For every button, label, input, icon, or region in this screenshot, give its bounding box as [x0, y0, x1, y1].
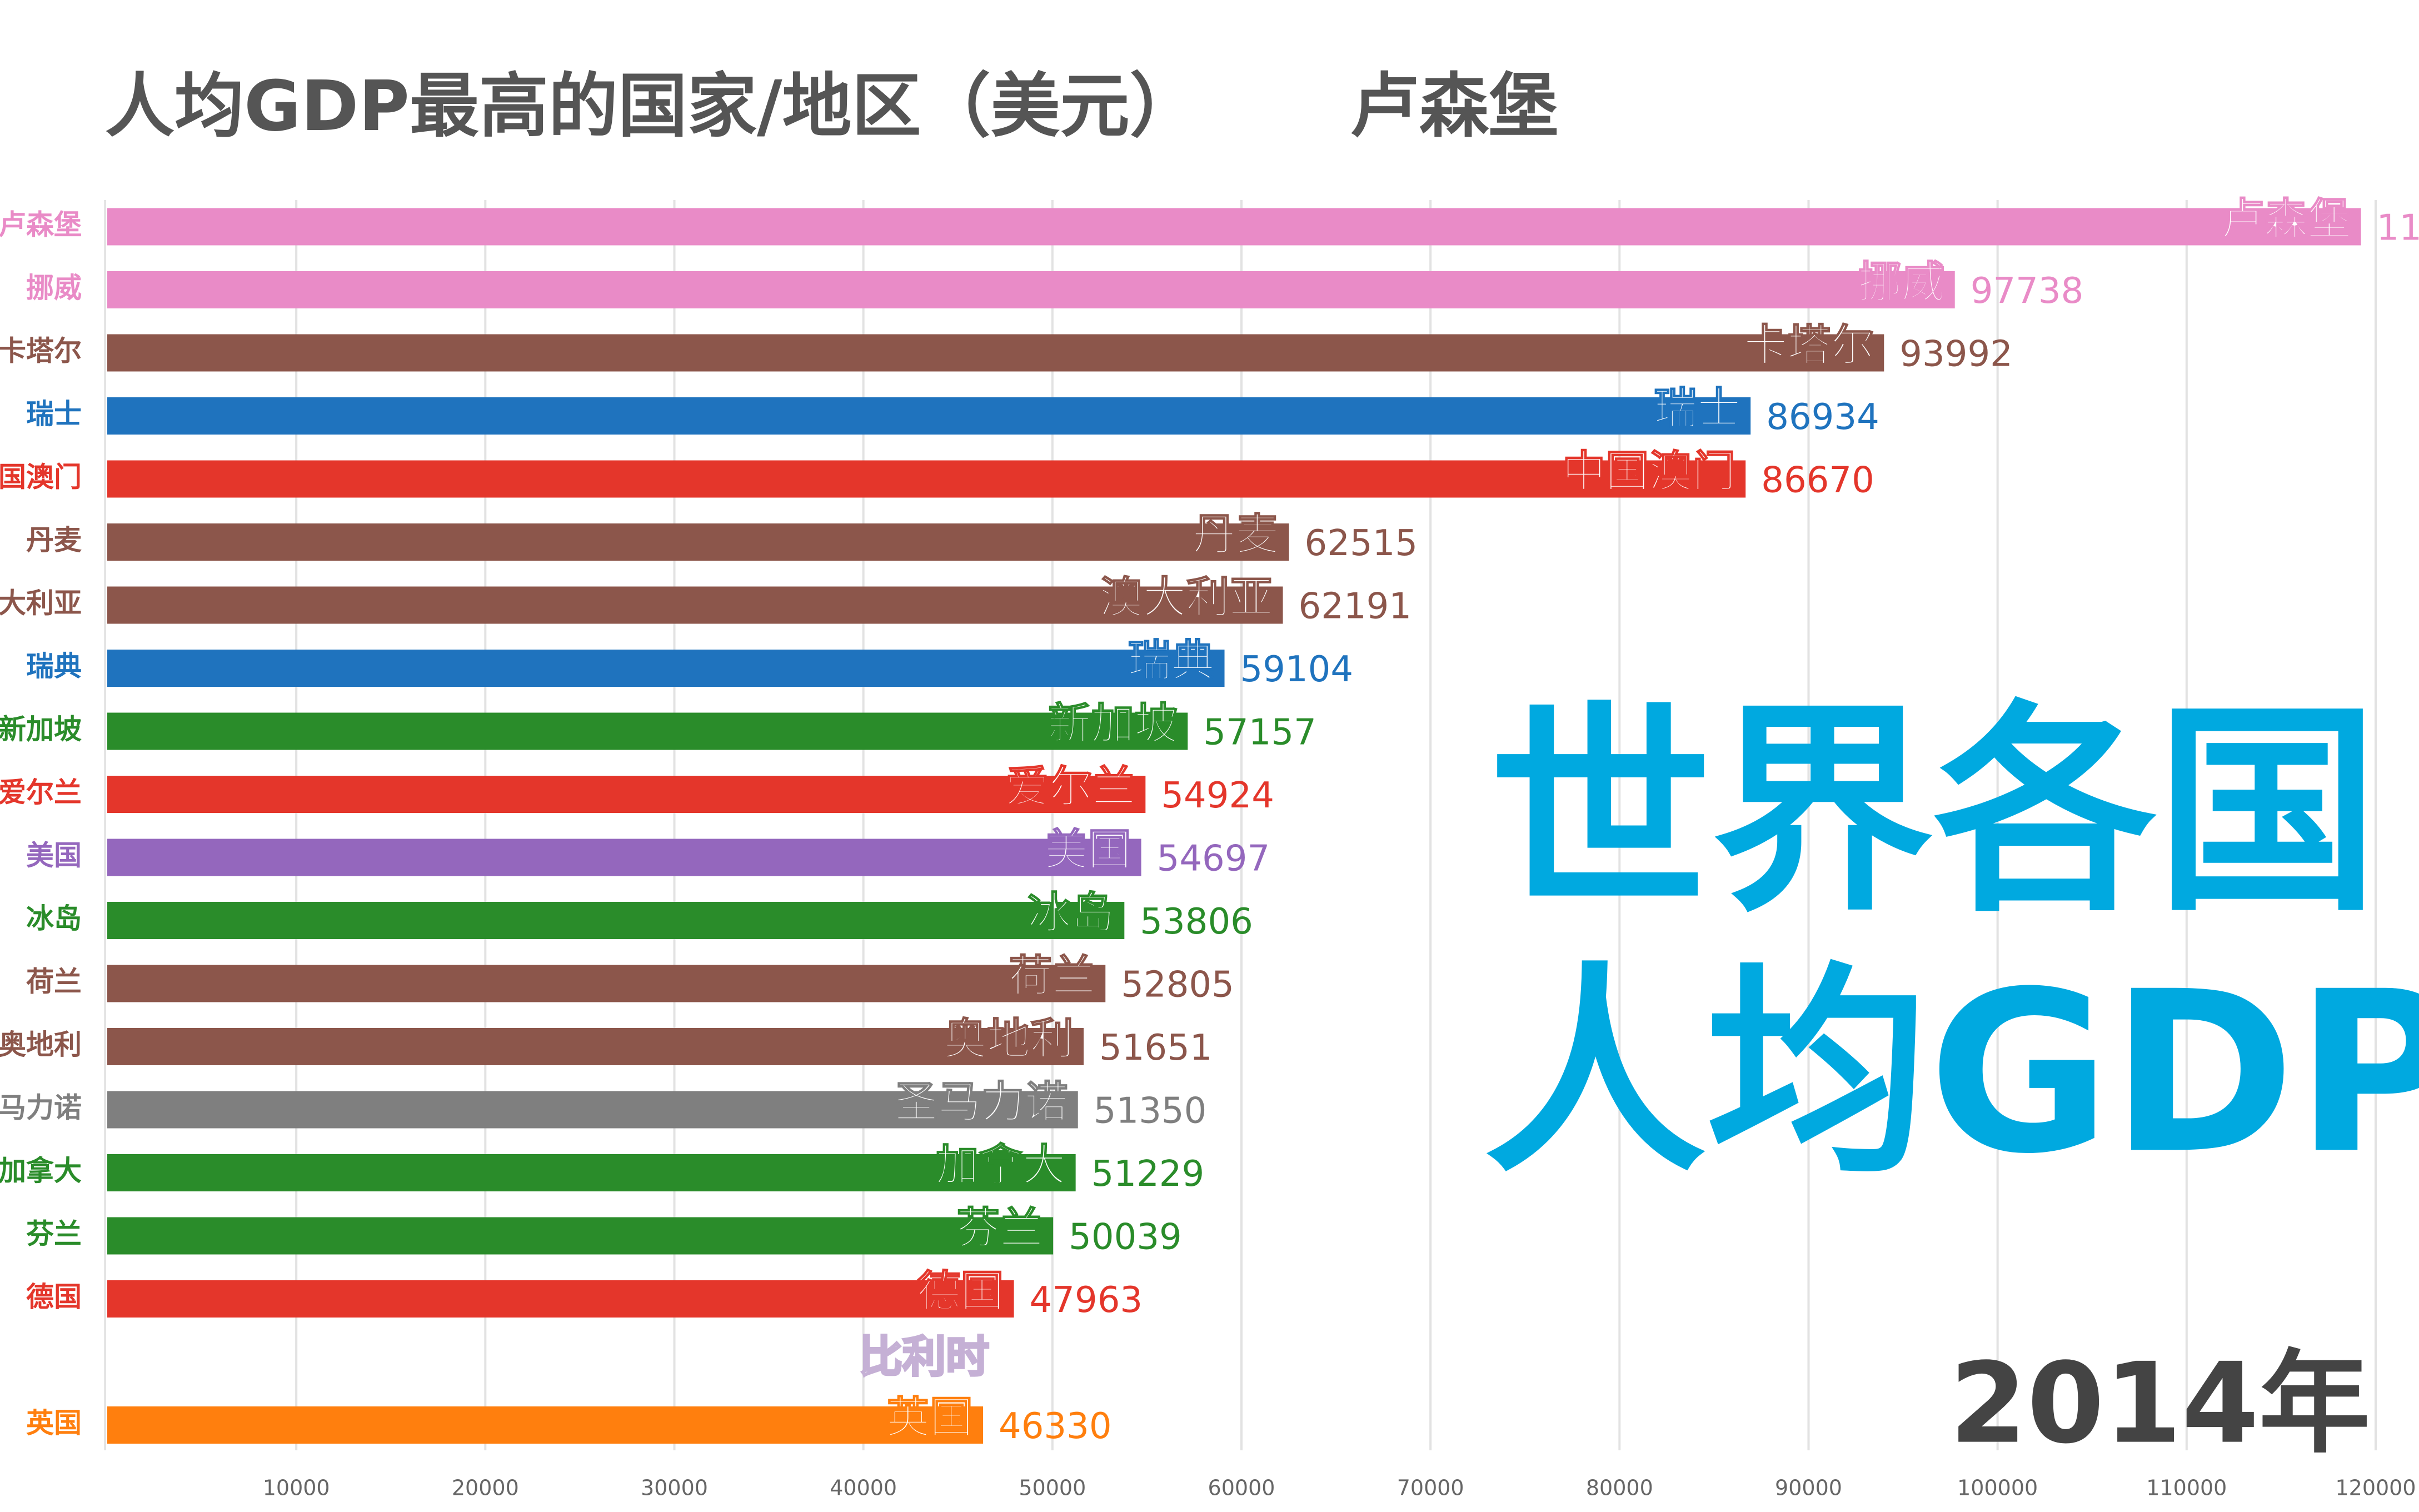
y-tick-label: 芬兰	[26, 1218, 82, 1250]
bar-name: 比利时	[859, 1332, 989, 1382]
y-tick-label: 卢森堡	[0, 209, 82, 241]
value-label: 57157	[1203, 712, 1316, 753]
x-tick-label: 30000	[641, 1476, 708, 1500]
bar-name: 卢森堡	[2221, 194, 2351, 244]
bar	[107, 1154, 1076, 1191]
x-tick-label: 60000	[1208, 1476, 1275, 1500]
value-label: 86934	[1766, 397, 1879, 438]
bar-name: 挪威	[1858, 258, 1945, 308]
value-label: 54697	[1157, 839, 1270, 880]
bar-name: 加拿大	[936, 1141, 1066, 1191]
y-tick-label: 奥地利	[0, 1029, 82, 1061]
value-label: 97738	[1971, 271, 2084, 312]
bar-name: 美国	[1045, 825, 1131, 875]
bar-name: 圣马力诺	[895, 1077, 1068, 1127]
bar	[107, 650, 1225, 687]
value-label: 50039	[1069, 1217, 1182, 1258]
bar	[107, 1028, 1084, 1065]
value-label: 51350	[1094, 1091, 1207, 1132]
bar	[107, 1091, 1078, 1129]
bar	[107, 586, 1283, 624]
value-label: 93992	[1899, 334, 2013, 375]
bar-name: 中国澳门	[1562, 447, 1735, 497]
x-tick-label: 80000	[1586, 1476, 1653, 1500]
y-tick-label: 瑞典	[26, 650, 82, 682]
value-label: 62191	[1299, 586, 1412, 627]
value-label: 86670	[1761, 460, 1874, 501]
y-tick-label: 卡塔尔	[0, 335, 82, 367]
leader-label: 卢森堡	[1350, 66, 1558, 147]
bar-name: 瑞典	[1128, 636, 1215, 686]
x-tick-label: 120000	[2335, 1476, 2416, 1500]
x-tick-label: 110000	[2146, 1476, 2227, 1500]
overlay-line: 世界各国	[1489, 683, 2378, 941]
y-tick-label: 德国	[26, 1281, 82, 1313]
bar	[107, 776, 1146, 813]
bar-name: 爱尔兰	[1005, 762, 1135, 812]
y-tick-label: 瑞士	[26, 398, 82, 430]
y-tick-label: 加拿大	[0, 1155, 82, 1187]
y-tick-label: 美国	[26, 840, 82, 872]
y-tick-label: 英国	[26, 1407, 82, 1439]
value-label: 46330	[999, 1406, 1112, 1447]
bars: 卢森堡 卢森堡 119225 挪威 挪威 97738 卡塔尔 卡塔尔 93992 瑞士 瑞士 8693…	[0, 194, 2419, 1447]
x-tick-label: 40000	[830, 1476, 897, 1500]
y-tick-label: 中国澳门	[0, 461, 82, 493]
value-label: 47963	[1030, 1280, 1143, 1321]
bar-name: 新加坡	[1048, 699, 1178, 749]
y-tick-label: 挪威	[26, 272, 82, 304]
y-tick-label: 爱尔兰	[0, 776, 82, 809]
bar-name: 芬兰	[956, 1204, 1043, 1254]
bar	[107, 712, 1188, 750]
x-tick-label: 90000	[1775, 1476, 1842, 1500]
x-tick-label: 50000	[1019, 1476, 1086, 1500]
value-label: 51651	[1099, 1027, 1213, 1069]
y-tick-label: 新加坡	[0, 713, 82, 746]
x-tick-label: 100000	[1957, 1476, 2038, 1500]
bar	[107, 1217, 1054, 1255]
bar-name: 卡塔尔	[1744, 321, 1874, 371]
y-tick-label: 荷兰	[26, 966, 82, 998]
x-tick-label: 20000	[452, 1476, 519, 1500]
bar	[107, 1280, 1014, 1318]
value-label: 54924	[1161, 775, 1274, 816]
bar-name: 英国	[886, 1393, 973, 1443]
bar	[107, 460, 1746, 498]
x-tick-label: 10000	[263, 1476, 330, 1500]
bar-name: 瑞士	[1654, 384, 1740, 434]
x-tick-label: 70000	[1397, 1476, 1464, 1500]
bar-name: 澳大利亚	[1100, 573, 1273, 623]
value-label: 53806	[1140, 901, 1253, 942]
value-label: 51229	[1091, 1154, 1205, 1195]
y-tick-label: 冰岛	[26, 902, 82, 935]
value-label: 62515	[1305, 523, 1418, 564]
bar-name: 德国	[917, 1267, 1004, 1317]
bar-name: 荷兰	[1009, 951, 1095, 1001]
chart-title: 人均GDP最高的国家/地区（美元）	[105, 66, 1199, 147]
value-label: 59104	[1240, 649, 1354, 690]
bar	[107, 208, 2361, 246]
bar-name: 奥地利	[944, 1015, 1074, 1065]
bar	[107, 902, 1125, 939]
y-tick-label: 澳大利亚	[0, 587, 82, 620]
bar	[107, 271, 1955, 308]
bar	[107, 397, 1751, 435]
value-label: 52805	[1121, 965, 1234, 1006]
overlay-line: 人均GDP	[1484, 944, 2419, 1202]
y-tick-label: 丹麦	[26, 524, 82, 556]
y-tick-label: 圣马力诺	[0, 1092, 82, 1124]
bar	[107, 334, 1884, 372]
year-label: 2014年	[1949, 1339, 2370, 1469]
bar	[107, 965, 1106, 1002]
bar	[107, 523, 1289, 561]
bar-name: 丹麦	[1193, 510, 1279, 560]
value-label: 119225	[2377, 208, 2419, 249]
bar-name: 冰岛	[1028, 889, 1114, 939]
bar	[107, 839, 1141, 876]
bar	[107, 1406, 983, 1444]
